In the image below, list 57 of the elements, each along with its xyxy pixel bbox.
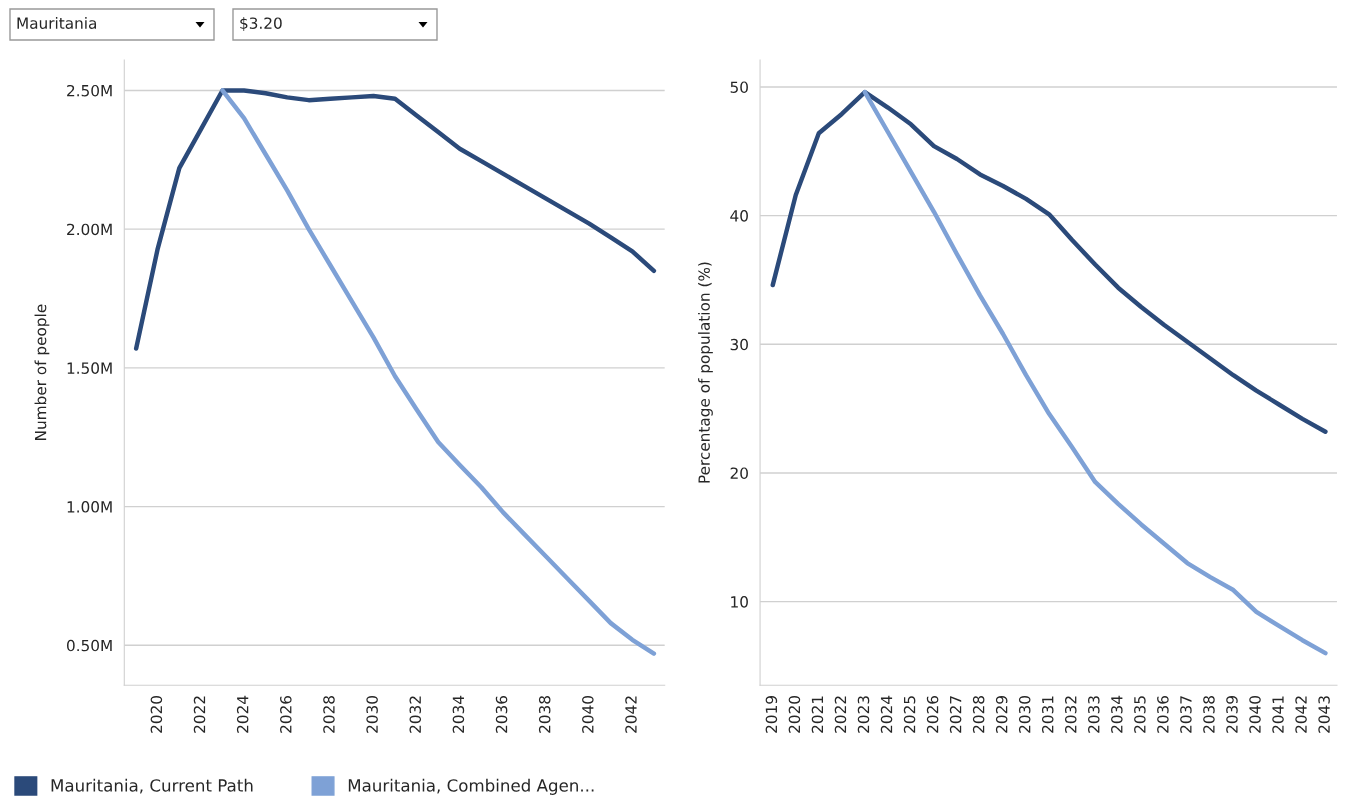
line-series: [133, 88, 657, 351]
x-tick-label: 2032: [409, 696, 422, 733]
x-tick-label: 2036: [1157, 695, 1169, 733]
y-tick-label: 30: [730, 338, 748, 351]
x-tick-label: 2035: [1134, 696, 1146, 733]
x-tick-label: 2041: [1272, 696, 1284, 733]
y-tick-label: 1.00M: [67, 501, 112, 513]
x-tick-label: 2038: [1203, 696, 1215, 733]
line-series: [862, 89, 1328, 656]
x-tick-label: 2040: [582, 696, 594, 733]
y-tick-label: 20: [730, 467, 748, 479]
y-axis-title: Number of people: [34, 304, 50, 440]
y-axis-title: Percentage of population (%): [698, 262, 713, 483]
x-tick-label: 2038: [538, 696, 551, 733]
legend-label: Mauritania, Combined Agen...: [348, 778, 594, 795]
y-tick-label: 40: [730, 210, 748, 222]
line-series: [220, 88, 657, 656]
text: $3.20: [240, 17, 282, 31]
y-tick-label: 50: [730, 81, 748, 93]
x-tick-label: 2034: [1111, 695, 1123, 733]
y-tick-label: 1.50M: [67, 362, 112, 374]
x-tick-label: 2028: [972, 696, 985, 733]
y-tick-label: 2.00M: [67, 223, 112, 236]
x-tick-label: 2022: [193, 696, 206, 733]
x-tick-label: 2030: [1018, 696, 1031, 733]
x-tick-label: 2034: [452, 695, 465, 733]
x-tick-label: 2026: [926, 695, 939, 733]
y-tick-label: 2.50M: [67, 84, 112, 97]
y-tick-label: 10: [731, 596, 748, 608]
x-tick-label: 2043: [1318, 696, 1330, 733]
x-tick-label: 2036: [495, 695, 508, 733]
x-tick-label: 2023: [857, 696, 870, 733]
x-tick-label: 2042: [1295, 696, 1307, 733]
x-tick-label: 2039: [1226, 696, 1238, 733]
x-tick-label: 2031: [1041, 696, 1054, 733]
x-tick-label: 2040: [1249, 696, 1261, 733]
x-tick-label: 2029: [995, 696, 1008, 733]
x-tick-label: 2037: [1180, 696, 1192, 733]
line-series: [770, 89, 1328, 435]
y-tick-label: 0.50M: [66, 639, 112, 652]
text: Mauritania: [17, 17, 97, 29]
x-tick-label: 2042: [625, 696, 637, 733]
x-tick-label: 2019: [765, 696, 778, 733]
x-tick-label: 2033: [1088, 696, 1100, 733]
x-tick-label: 2020: [150, 696, 163, 733]
x-tick-label: 2027: [949, 696, 962, 733]
x-tick-label: 2024: [236, 695, 249, 733]
x-tick-label: 2025: [903, 696, 916, 733]
x-tick-label: 2024: [880, 695, 893, 733]
x-tick-label: 2032: [1064, 696, 1077, 733]
x-tick-label: 2020: [788, 696, 801, 733]
x-tick-label: 2026: [280, 695, 292, 733]
x-tick-label: 2022: [834, 696, 847, 733]
legend-label: Mauritania, Current Path: [51, 778, 253, 794]
x-tick-label: 2030: [366, 696, 378, 733]
x-tick-label: 2021: [811, 696, 824, 733]
x-tick-label: 2028: [323, 696, 335, 733]
